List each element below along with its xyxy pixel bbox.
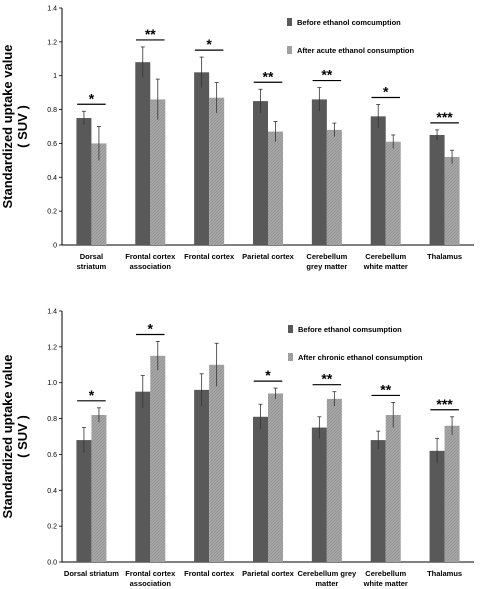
bar-before	[135, 391, 151, 562]
bar-after	[268, 131, 284, 245]
bar-before	[76, 440, 92, 562]
category-label: Thalamus	[427, 252, 462, 261]
category-label: grey matter	[306, 262, 347, 271]
bar-before	[252, 416, 268, 562]
bar-before	[311, 99, 327, 246]
bar-after	[326, 398, 342, 562]
bar-after	[209, 364, 225, 562]
bar-before	[76, 118, 92, 245]
category-label: association	[130, 262, 172, 271]
category-label: white matter	[363, 262, 408, 271]
category-label: Frontal cortex	[184, 569, 235, 578]
category-label: Cerebellum	[365, 252, 406, 261]
bar-after	[150, 355, 166, 562]
y-tick-label: 1.0	[47, 380, 57, 387]
bar-after	[91, 143, 107, 245]
bar-after	[444, 425, 460, 562]
y-tick-label: 1.4	[47, 309, 57, 316]
category-label: Dorsal striatum	[64, 569, 119, 578]
bar-before	[135, 62, 151, 245]
y-tick-label: 0.2	[47, 209, 57, 216]
y-tick-label: 0	[53, 243, 57, 250]
significance-marker: *	[148, 320, 154, 336]
y-axis-title: ( SUV )	[15, 105, 30, 148]
significance-marker: **	[263, 68, 274, 84]
legend-swatch	[288, 353, 293, 361]
y-tick-label: 1	[53, 73, 57, 80]
y-axis-title: Standardized uptake value	[0, 45, 15, 209]
chronic-ethanol-bar-chart: 0.0 0.2 0.4 0.6 0.8 1.0 1.2 1.4 Standardized upt…	[0, 309, 474, 588]
y-tick-label: 0.4	[47, 488, 57, 495]
category-label: white matter	[363, 579, 408, 588]
significance-marker: **	[321, 371, 332, 387]
y-tick-label: 0.4	[47, 175, 57, 182]
legend-swatch	[287, 18, 292, 26]
bar-after	[268, 393, 284, 562]
category-label: Frontal cortex	[125, 569, 176, 578]
legend-swatch	[287, 46, 292, 54]
bar-before	[429, 134, 445, 245]
significance-marker: **	[380, 381, 391, 397]
bar-before	[252, 101, 268, 245]
bar-before	[311, 427, 327, 562]
bar-after	[150, 99, 166, 246]
bar-before	[370, 116, 386, 245]
legend-label: Before ethanol comcumption	[297, 18, 401, 27]
significance-marker: *	[89, 387, 95, 403]
bar-before	[194, 72, 210, 245]
category-label: Cerebellum	[365, 569, 406, 578]
category-label: Parietal cortex	[242, 252, 295, 261]
y-tick-label: 1.2	[47, 39, 57, 46]
category-label: Frontal cortex	[125, 252, 176, 261]
y-tick-label: 0.6	[47, 452, 57, 459]
legend-label: After chronic ethanol consumption	[298, 353, 423, 362]
category-label: Frontal cortex	[184, 252, 235, 261]
category-label: matter	[315, 579, 338, 588]
bar-after	[91, 414, 107, 562]
y-axis-title: Standardized uptake value	[0, 355, 15, 519]
bar-before	[370, 440, 386, 562]
category-label: Dorsal	[80, 252, 103, 261]
bar-after	[326, 129, 342, 245]
significance-marker: ***	[436, 396, 453, 412]
category-label: association	[130, 579, 172, 588]
y-tick-label: 0.8	[47, 107, 57, 114]
significance-marker: ***	[436, 109, 453, 125]
acute-ethanol-bar-chart: 0 0.2 0.4 0.6 0.8 1 1.2 1.4 Standardized uptake …	[0, 6, 474, 271]
bar-after	[444, 156, 460, 245]
category-label: striatum	[77, 262, 107, 271]
y-tick-label: 0.0	[47, 560, 57, 567]
bar-after	[385, 414, 401, 562]
y-tick-label: 0.8	[47, 416, 57, 423]
category-label: Cerebellum	[306, 252, 347, 261]
y-axis-title: ( SUV )	[15, 415, 30, 458]
significance-marker: *	[89, 90, 95, 106]
bar-after	[209, 97, 225, 245]
y-tick-label: 0.6	[47, 141, 57, 148]
category-label: Cerebellum grey	[297, 569, 357, 578]
y-tick-label: 0.2	[47, 524, 57, 531]
legend-swatch	[288, 325, 293, 333]
legend-label: After acute ethanol consumption	[297, 46, 415, 55]
significance-marker: **	[145, 26, 156, 42]
bar-before	[194, 389, 210, 562]
significance-marker: *	[265, 367, 271, 383]
category-label: Thalamus	[427, 569, 462, 578]
significance-marker: *	[383, 83, 389, 99]
y-tick-label: 1.2	[47, 344, 57, 351]
y-tick-label: 1.4	[47, 6, 57, 13]
bar-after	[385, 141, 401, 245]
bar-before	[429, 450, 445, 562]
category-label: Parietal cortex	[242, 569, 295, 578]
significance-marker: *	[206, 36, 212, 52]
legend-label: Before ethanol comsumption	[298, 325, 402, 334]
significance-marker: **	[321, 67, 332, 83]
